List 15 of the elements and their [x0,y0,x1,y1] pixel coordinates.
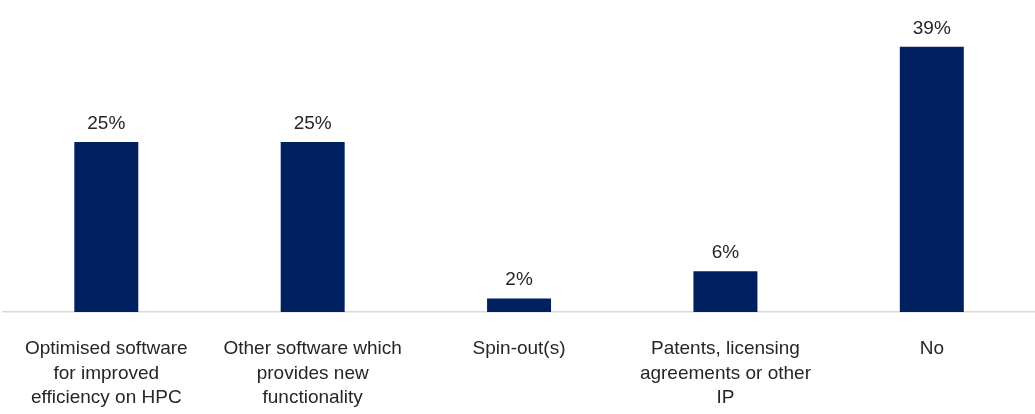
x-tick-label: Spin-out(s) [472,337,566,359]
data-label: 39% [912,16,951,38]
data-label: 6% [711,240,740,262]
x-tick-label: Other software which provides new functionality [223,337,402,408]
x-tick-label: No [919,337,944,359]
data-label: 25% [293,111,332,133]
x-tick-label: Patents, licensing agreements or other IP [639,337,812,408]
bar [899,46,964,312]
data-label: 2% [505,268,533,290]
bar [487,298,552,312]
bar [280,142,345,312]
bar [693,271,758,312]
bar [74,142,139,312]
x-tick-label: Optimised software for improved efficiency on HPC [24,337,188,408]
data-label: 25% [87,111,126,133]
